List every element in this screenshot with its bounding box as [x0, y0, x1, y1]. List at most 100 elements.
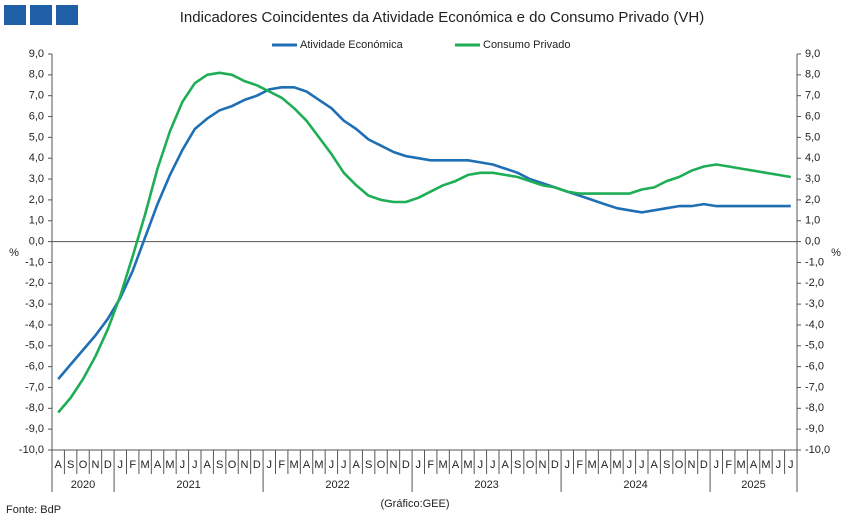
x-tick-label: J: [267, 459, 273, 471]
y-axis-label: %: [9, 247, 19, 259]
y-tick-label: -8,0: [25, 402, 44, 414]
x-tick-label: F: [129, 459, 136, 471]
x-tick-label: A: [452, 459, 460, 471]
x-tick-label: M: [314, 459, 323, 471]
year-label: 2020: [71, 479, 95, 491]
x-tick-label: A: [601, 459, 609, 471]
credit: (Gráfico:GEE): [380, 498, 449, 510]
y2-tick-label: -8,0: [805, 402, 824, 414]
y-tick-label: 6,0: [29, 110, 44, 122]
x-tick-label: J: [329, 459, 335, 471]
x-tick-label: A: [303, 459, 311, 471]
x-tick-label: S: [365, 459, 372, 471]
series-line: [57, 86, 791, 380]
y-tick-label: -3,0: [25, 298, 44, 310]
x-tick-label: J: [416, 459, 422, 471]
x-tick-label: J: [776, 459, 782, 471]
y-tick-label: -2,0: [25, 277, 44, 289]
y-tick-label: 4,0: [29, 152, 44, 164]
x-tick-label: O: [377, 459, 386, 471]
x-tick-label: D: [700, 459, 708, 471]
y2-tick-label: -10,0: [805, 444, 830, 456]
chart-title: Indicadores Coincidentes da Atividade Ec…: [180, 9, 704, 26]
x-tick-label: J: [714, 459, 720, 471]
x-tick-label: J: [639, 459, 645, 471]
x-tick-label: A: [750, 459, 758, 471]
x-tick-label: F: [427, 459, 434, 471]
x-tick-label: N: [687, 459, 695, 471]
y2-tick-label: -1,0: [805, 256, 824, 268]
logo-square: [56, 5, 78, 25]
y2-tick-label: 6,0: [805, 110, 820, 122]
x-tick-label: J: [341, 459, 347, 471]
x-tick-label: S: [514, 459, 521, 471]
x-tick-label: J: [478, 459, 484, 471]
x-tick-label: N: [91, 459, 99, 471]
x-tick-label: N: [240, 459, 248, 471]
y2-tick-label: -6,0: [805, 361, 824, 373]
x-tick-label: J: [490, 459, 496, 471]
x-tick-label: D: [402, 459, 410, 471]
y-tick-label: -6,0: [25, 361, 44, 373]
y2-tick-label: 4,0: [805, 152, 820, 164]
y2-tick-label: 1,0: [805, 215, 820, 227]
x-tick-label: M: [439, 459, 448, 471]
logo-square: [4, 5, 26, 25]
y2-tick-label: 0,0: [805, 235, 820, 247]
y2-tick-label: 2,0: [805, 194, 820, 206]
y2-tick-label: -2,0: [805, 277, 824, 289]
x-tick-label: J: [565, 459, 571, 471]
x-tick-label: F: [278, 459, 285, 471]
x-tick-label: F: [576, 459, 583, 471]
y2-tick-label: 5,0: [805, 131, 820, 143]
x-tick-label: A: [502, 459, 510, 471]
y2-tick-label: 9,0: [805, 48, 820, 60]
x-tick-label: J: [180, 459, 186, 471]
year-label: 2022: [325, 479, 349, 491]
x-tick-label: S: [663, 459, 670, 471]
y-tick-label: -4,0: [25, 319, 44, 331]
y-tick-label: -10,0: [19, 444, 44, 456]
y-tick-label: 8,0: [29, 69, 44, 81]
source: Fonte: BdP: [6, 504, 61, 516]
x-tick-label: M: [612, 459, 621, 471]
series-line: [57, 71, 792, 414]
y2-tick-label: -5,0: [805, 340, 824, 352]
y-tick-label: 9,0: [29, 48, 44, 60]
y-tick-label: 7,0: [29, 90, 44, 102]
y-tick-label: -1,0: [25, 256, 44, 268]
y-tick-label: 2,0: [29, 194, 44, 206]
x-tick-label: M: [165, 459, 174, 471]
x-tick-label: J: [192, 459, 198, 471]
year-label: 2021: [176, 479, 200, 491]
y-tick-label: 3,0: [29, 173, 44, 185]
x-tick-label: J: [627, 459, 633, 471]
x-tick-label: M: [141, 459, 150, 471]
x-tick-label: M: [588, 459, 597, 471]
x-tick-label: A: [55, 459, 63, 471]
y-tick-label: 0,0: [29, 235, 44, 247]
logo-square: [30, 5, 52, 25]
x-tick-label: A: [353, 459, 361, 471]
y-tick-label: 1,0: [29, 215, 44, 227]
x-tick-label: M: [761, 459, 770, 471]
x-tick-label: A: [651, 459, 659, 471]
y2-axis-label: %: [831, 247, 841, 259]
x-tick-label: D: [551, 459, 559, 471]
x-tick-label: S: [216, 459, 223, 471]
x-tick-label: N: [538, 459, 546, 471]
y-tick-label: -5,0: [25, 340, 44, 352]
year-label: 2025: [741, 479, 765, 491]
y2-tick-label: -4,0: [805, 319, 824, 331]
x-tick-label: M: [737, 459, 746, 471]
x-tick-label: D: [104, 459, 112, 471]
legend-label: Atividade Económica: [300, 39, 404, 51]
legend-label: Consumo Privado: [483, 39, 570, 51]
y-tick-label: 5,0: [29, 131, 44, 143]
y2-tick-label: 7,0: [805, 90, 820, 102]
y2-tick-label: -9,0: [805, 423, 824, 435]
x-tick-label: F: [725, 459, 732, 471]
y2-tick-label: -3,0: [805, 298, 824, 310]
x-tick-label: S: [67, 459, 74, 471]
